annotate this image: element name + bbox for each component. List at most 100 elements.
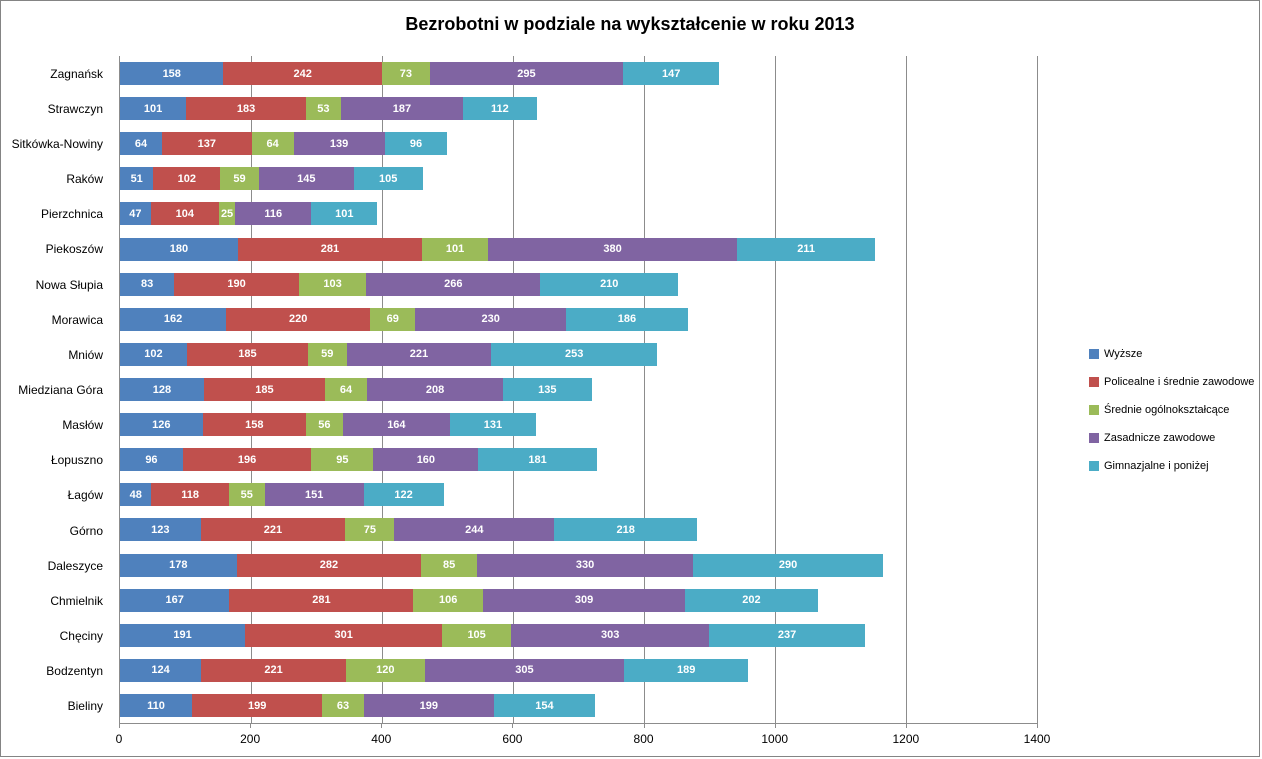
bar-segment[interactable]: 295 [429,62,624,86]
bar-segment[interactable]: 55 [228,483,265,507]
bar-segment[interactable]: 158 [120,62,224,86]
bar-segment[interactable]: 139 [293,132,385,156]
bar-segment[interactable]: 135 [503,378,592,402]
bar-segment[interactable]: 83 [120,272,175,296]
bar-segment[interactable]: 185 [186,342,308,366]
bar-segment[interactable]: 237 [709,623,865,647]
bar-segment[interactable]: 199 [192,694,323,718]
bar-segment[interactable]: 199 [363,694,494,718]
bar-segment[interactable]: 189 [624,658,749,682]
bar-segment[interactable]: 118 [151,483,229,507]
bar-segment[interactable]: 305 [424,658,625,682]
bar-segment[interactable]: 154 [493,694,595,718]
data-label: 230 [481,313,500,326]
bar-segment[interactable]: 53 [306,97,341,121]
bar-segment[interactable]: 181 [478,448,597,472]
bar-segment[interactable]: 218 [554,518,698,542]
bar-segment[interactable]: 106 [413,588,483,612]
bar-row: 96 196 95 160 181 [120,442,1037,477]
bar-segment[interactable]: 124 [120,658,202,682]
bar-segment[interactable]: 25 [218,202,236,226]
bar-segment[interactable]: 210 [540,272,679,296]
bar-segment[interactable]: 221 [200,518,346,542]
bar-segment[interactable]: 104 [150,202,219,226]
bar-segment[interactable]: 48 [120,483,152,507]
bar-segment[interactable]: 266 [366,272,541,296]
bar-segment[interactable]: 120 [345,658,425,682]
bar-segment[interactable]: 102 [153,167,221,191]
bar-segment[interactable]: 187 [340,97,464,121]
bar-segment[interactable]: 281 [229,588,414,612]
bar-segment[interactable]: 116 [235,202,312,226]
bar-segment[interactable]: 64 [325,378,367,402]
bar-segment[interactable]: 190 [174,272,299,296]
bar-segment[interactable]: 105 [442,623,511,647]
bar-segment[interactable]: 151 [264,483,364,507]
bar-segment[interactable]: 221 [201,658,346,682]
bar-segment[interactable]: 128 [120,378,204,402]
bar-segment[interactable]: 220 [226,307,371,331]
bar-segment[interactable]: 230 [415,307,567,331]
bar-segment[interactable]: 290 [693,553,884,577]
bar-segment[interactable]: 101 [421,237,489,261]
bar-segment[interactable]: 147 [623,62,720,86]
data-label: 244 [465,523,484,536]
bar-segment[interactable]: 105 [353,167,423,191]
bar-segment[interactable]: 103 [298,272,367,296]
bar-segment[interactable]: 242 [223,62,382,86]
bar-segment[interactable]: 309 [482,588,686,612]
bar-segment[interactable]: 380 [488,237,737,261]
bar-segment[interactable]: 69 [370,307,416,331]
bar-segment[interactable]: 160 [373,448,479,472]
bar-segment[interactable]: 110 [120,694,193,718]
bar-segment[interactable]: 101 [120,97,187,121]
bar-segment[interactable]: 180 [120,237,238,261]
bar-segment[interactable]: 145 [258,167,354,191]
bar-segment[interactable]: 330 [476,553,694,577]
bar-segment[interactable]: 101 [311,202,378,226]
bar-segment[interactable]: 183 [186,97,306,121]
bar-segment[interactable]: 281 [237,237,422,261]
bar-segment[interactable]: 51 [120,167,154,191]
bar-segment[interactable]: 75 [345,518,395,542]
bar-segment[interactable]: 186 [566,307,688,331]
category-label: Miedziana Góra [18,382,103,397]
bar-segment[interactable]: 167 [120,588,230,612]
bar-segment[interactable]: 95 [311,448,374,472]
bar-segment[interactable]: 112 [463,97,537,121]
bar-segment[interactable]: 208 [366,378,504,402]
bar-segment[interactable]: 73 [381,62,430,86]
bar-segment[interactable]: 96 [384,132,448,156]
bar-segment[interactable]: 122 [363,483,444,507]
bar-segment[interactable]: 56 [306,413,343,437]
bar-segment[interactable]: 123 [120,518,201,542]
bar-segment[interactable]: 191 [120,623,246,647]
bar-segment[interactable]: 164 [342,413,451,437]
bar-segment[interactable]: 59 [307,342,347,366]
bar-segment[interactable]: 102 [120,342,187,366]
bar-segment[interactable]: 303 [511,623,710,647]
bar-segment[interactable]: 221 [346,342,492,366]
bar-segment[interactable]: 59 [220,167,259,191]
bar-segment[interactable]: 126 [120,413,203,437]
bar-segment[interactable]: 253 [491,342,658,366]
bar-segment[interactable]: 64 [251,132,294,156]
bar-segment[interactable]: 63 [322,694,364,718]
bar-segment[interactable]: 85 [421,553,477,577]
bar-segment[interactable]: 202 [685,588,818,612]
bar-segment[interactable]: 282 [236,553,422,577]
legend-entry: Wyższe [1089,340,1254,368]
bar-segment[interactable]: 47 [120,202,151,226]
bar-segment[interactable]: 185 [203,378,325,402]
bar-segment[interactable]: 196 [182,448,312,472]
bar-segment[interactable]: 162 [120,307,227,331]
bar-segment[interactable]: 64 [120,132,162,156]
bar-segment[interactable]: 178 [120,553,237,577]
bar-segment[interactable]: 211 [736,237,876,261]
bar-segment[interactable]: 244 [394,518,555,542]
bar-segment[interactable]: 301 [245,623,443,647]
bar-segment[interactable]: 96 [120,448,183,472]
bar-segment[interactable]: 158 [202,413,306,437]
bar-segment[interactable]: 137 [161,132,252,156]
bar-segment[interactable]: 131 [450,413,536,437]
